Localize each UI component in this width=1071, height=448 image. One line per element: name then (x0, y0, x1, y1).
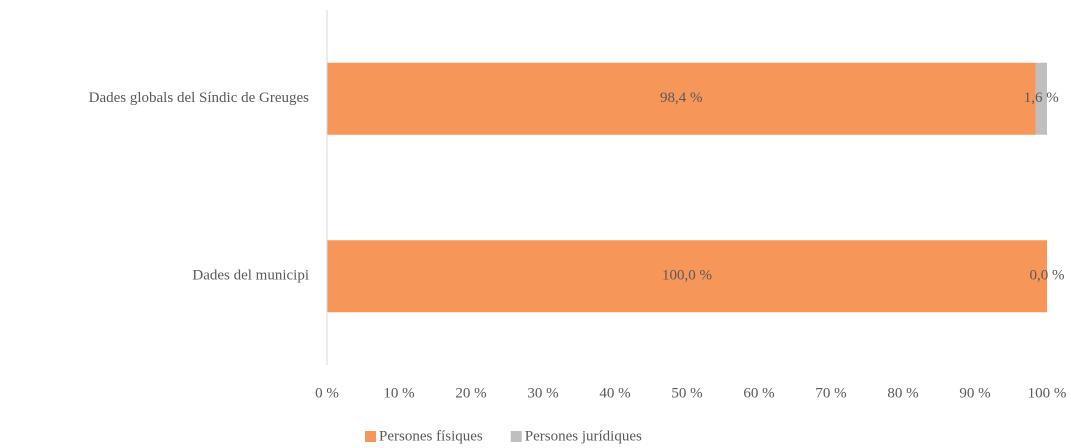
x-tick-label: 10 % (383, 385, 414, 401)
x-tick-label: 0 % (315, 385, 339, 401)
data-label: 98,4 % (660, 90, 703, 106)
legend-swatch (510, 431, 522, 442)
x-tick-label: 100 % (1028, 385, 1067, 401)
x-tick-label: 80 % (887, 385, 918, 401)
data-label: 0,0 % (1030, 268, 1065, 284)
x-tick-label: 20 % (455, 385, 486, 401)
x-tick-label: 60 % (743, 385, 774, 401)
bar-segment (327, 62, 1036, 135)
y-tick-label: Dades del municipi (192, 268, 309, 284)
legend-swatch (365, 431, 376, 442)
legend-label: Persones físiques (379, 428, 483, 444)
x-tick-label: 30 % (527, 385, 558, 401)
x-tick-label: 40 % (599, 385, 630, 401)
legend-label: Persones jurídiques (525, 428, 642, 444)
bar-segment (1035, 62, 1047, 135)
y-tick-label: Dades globals del Síndic de Greuges (89, 90, 310, 106)
data-label: 1,6 % (1024, 90, 1059, 106)
x-tick-label: 90 % (959, 385, 990, 401)
bar-segment (327, 240, 1047, 313)
x-tick-label: 50 % (671, 385, 702, 401)
x-tick-label: 70 % (815, 385, 846, 401)
data-label: 100,0 % (662, 268, 712, 284)
